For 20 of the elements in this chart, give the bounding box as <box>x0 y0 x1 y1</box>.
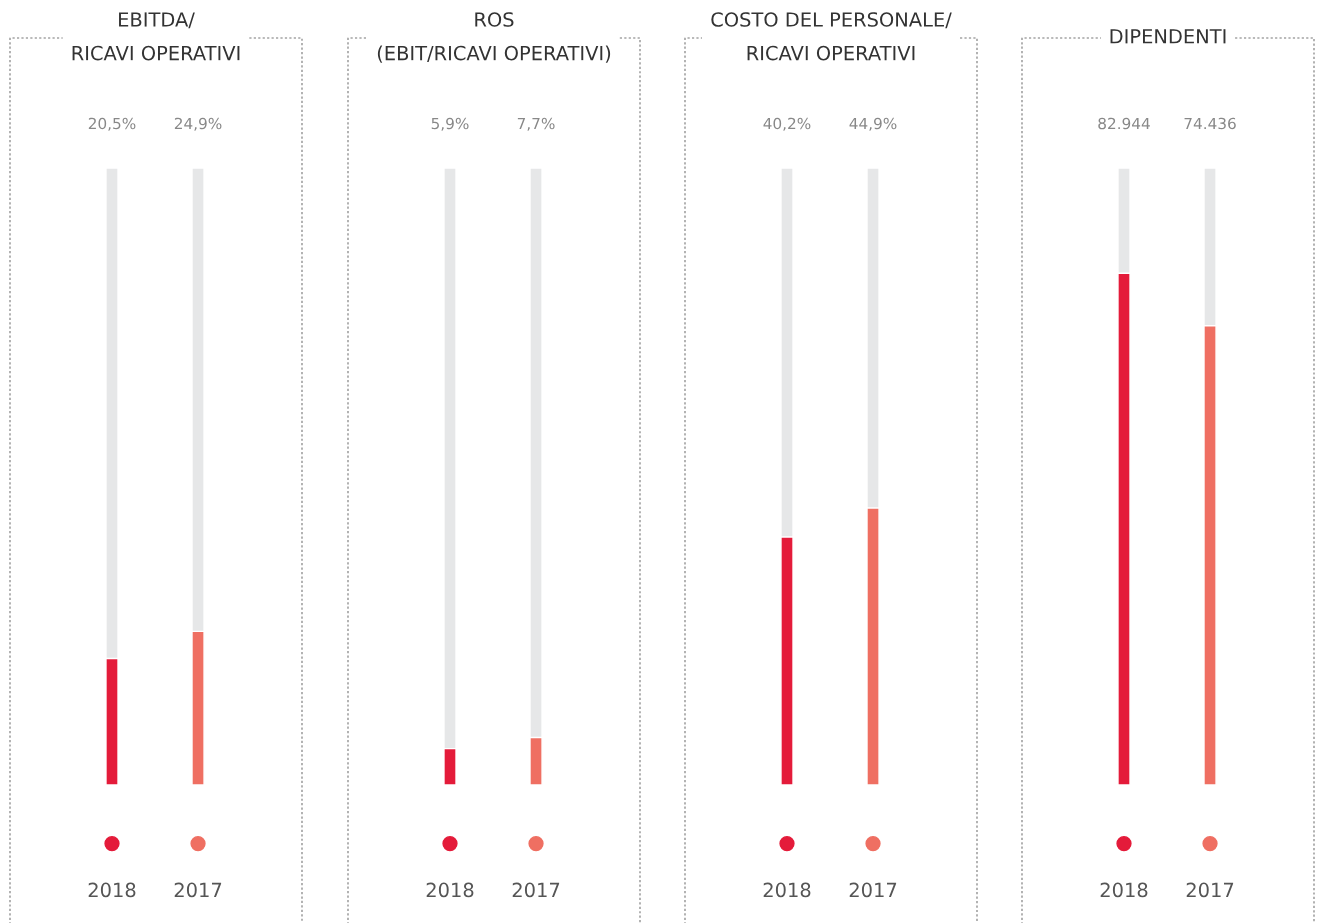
x-tick-label: 2018 <box>1100 882 1148 898</box>
x-tick-label: 2018 <box>426 882 474 898</box>
data-label: 5,9% <box>431 117 469 131</box>
chart-title: ROS (EBIT/RICAVI OPERATIVI) <box>377 12 611 63</box>
data-label: 40,2% <box>763 117 811 131</box>
data-label: 24,9% <box>174 117 222 131</box>
x-tick-label: 2017 <box>849 882 897 898</box>
x-tick-label: 2018 <box>88 882 136 898</box>
chart-title: DIPENDENTI <box>1110 29 1226 44</box>
data-label: 20,5% <box>88 117 136 131</box>
data-label: 74.436 <box>1184 117 1236 130</box>
data-label: 7,7% <box>517 117 555 131</box>
data-label: 44,9% <box>849 117 897 131</box>
chart-title: EBITDA/ RICAVI OPERATIVI <box>72 12 240 61</box>
chart-title: COSTO DEL PERSONALE/ RICAVI OPERATIVI <box>711 12 952 61</box>
data-label: 82.944 <box>1098 117 1150 130</box>
x-tick-label: 2017 <box>1186 882 1234 898</box>
x-tick-label: 2017 <box>174 882 222 898</box>
x-tick-label: 2018 <box>763 882 811 898</box>
x-tick-label: 2017 <box>512 882 560 898</box>
